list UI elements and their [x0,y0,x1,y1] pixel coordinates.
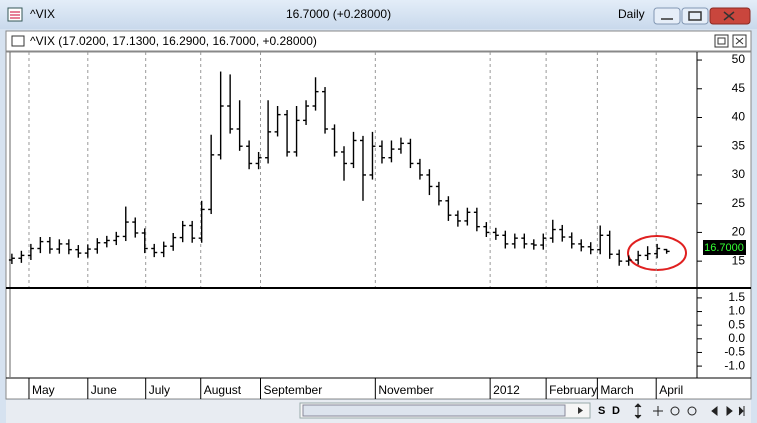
x-tick-label: August [204,383,242,397]
y-tick-label: 25 [732,196,746,210]
x-tick-label: July [149,383,170,397]
chart-area [5,51,752,400]
y-tick-label: 50 [732,52,746,66]
y-tick-label: 0.0 [728,331,745,345]
y-tick-label: 35 [732,138,746,152]
y-tick-label: -1.0 [724,358,745,372]
maximize-button[interactable] [681,7,709,25]
x-tick-label: March [600,383,633,397]
chart-header-bar [5,30,752,52]
chart-header: ^VIX (17.0200, 17.1300, 16.2900, 16.7000… [30,34,317,48]
x-tick-label: June [91,383,117,397]
window-title: ^VIX [30,7,55,21]
scrollbar-thumb[interactable] [302,404,566,417]
toolbar-button[interactable]: D [612,405,620,417]
x-tick-label: May [32,383,55,397]
x-tick-label: November [378,383,433,397]
y-tick-label: 15 [732,253,746,267]
chart-icon [11,35,25,47]
y-tick-label: 40 [732,110,746,124]
window-period: Daily [618,7,645,21]
zoom-out-button[interactable] [670,406,680,416]
y-tick-label: -0.5 [724,345,745,359]
scroll-right-arrow[interactable] [578,407,583,414]
y-tick-label: 1.0 [728,304,745,318]
price-tag: 16.7000 [704,242,744,254]
highlight-circle [627,235,687,271]
window-button-glyphs [661,11,735,21]
title-bar [0,0,757,29]
chart-button-glyphs [717,37,744,45]
toolbar-button[interactable]: S [598,405,605,417]
y-tick-label: 20 [732,225,746,239]
x-tick-label: February [549,383,597,397]
y-tick-label: 45 [732,81,746,95]
x-tick-label: 2012 [493,383,520,397]
x-tick-label: September [264,383,323,397]
y-tick-label: 30 [732,167,746,181]
y-tick-label: 0.5 [728,317,745,331]
window-quote: 16.7000 (+0.28000) [286,7,391,21]
zoom-in-button[interactable] [687,406,697,416]
app-icon-lines [10,11,20,19]
toolbar-icons[interactable] [634,403,745,419]
y-tick-label: 1.5 [728,290,745,304]
chart-restore-button[interactable] [714,34,729,48]
minimize-button[interactable] [653,7,681,25]
price-tag-box [703,240,746,255]
x-tick-label: April [659,383,683,397]
